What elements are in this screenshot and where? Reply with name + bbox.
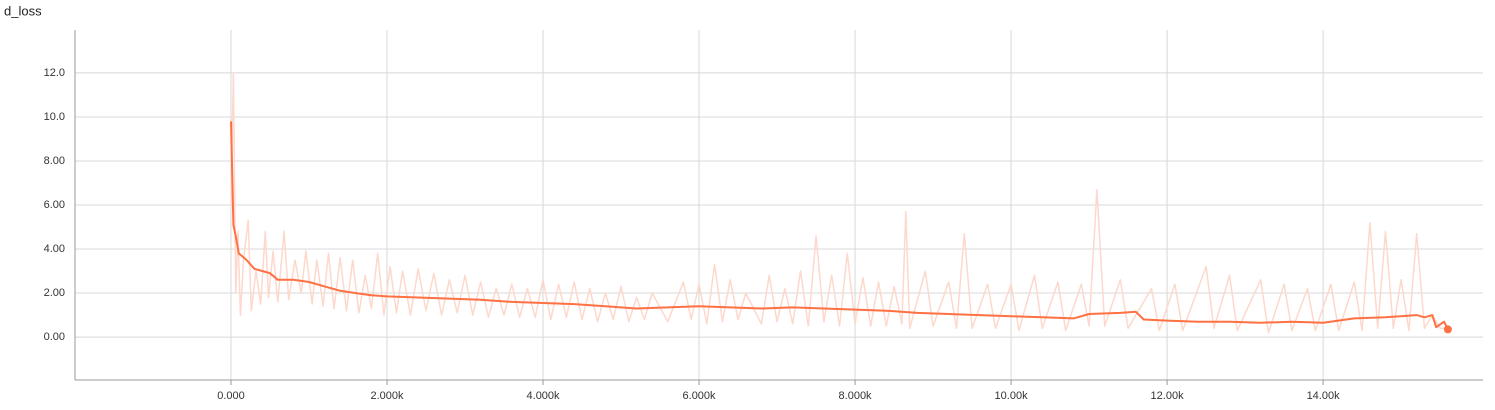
x-tick-label: 14.00k	[1307, 390, 1341, 402]
line-series	[230, 72, 1448, 334]
last-point	[1443, 325, 1452, 334]
y-tick-label: 2.00	[44, 287, 65, 299]
x-tick-label: 12.00k	[1151, 390, 1185, 402]
y-tick-label: 6.00	[44, 199, 65, 211]
x-tick-label: 2.000k	[371, 390, 405, 402]
line-series	[230, 121, 1449, 330]
y-tick-label: 10.0	[44, 111, 65, 123]
y-tick-label: 12.0	[44, 67, 65, 79]
y-tick-label: 0.00	[44, 331, 65, 343]
chart-title: d_loss	[4, 3, 42, 18]
x-tick-label: 6.000k	[683, 390, 717, 402]
y-tick-label: 4.00	[44, 243, 65, 255]
x-tick-label: 0.000	[217, 390, 245, 402]
x-tick-label: 4.000k	[527, 390, 561, 402]
y-tick-label: 8.00	[44, 155, 65, 167]
x-tick-label: 8.000k	[839, 390, 873, 402]
x-tick-label: 10.00k	[995, 390, 1029, 402]
